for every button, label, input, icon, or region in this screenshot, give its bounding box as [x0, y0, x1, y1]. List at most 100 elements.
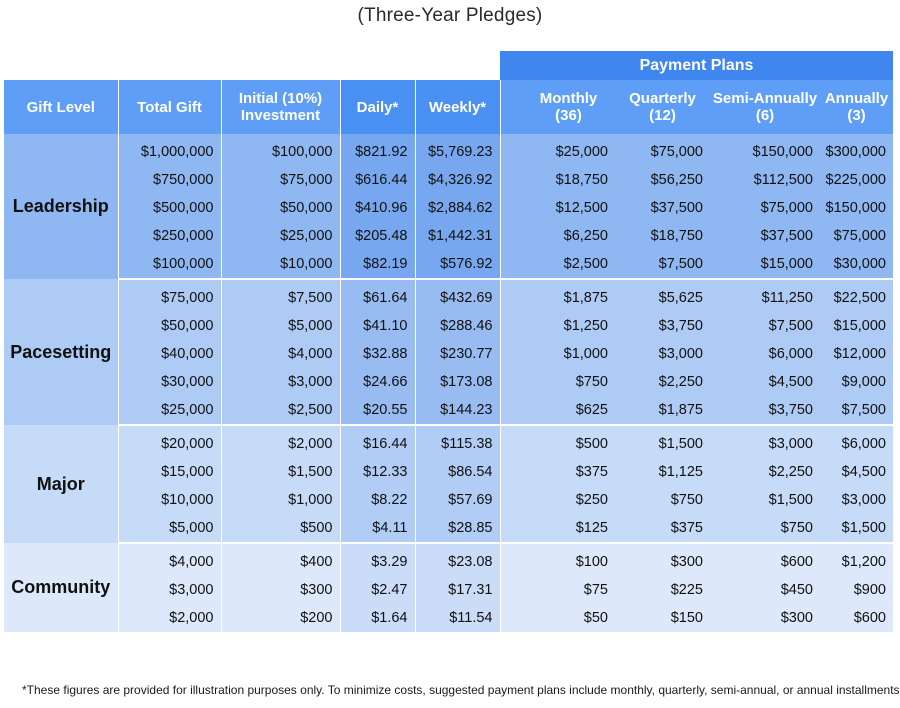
total-gift-cell: $10,000: [118, 486, 222, 514]
daily-cell: $4.11: [340, 514, 416, 544]
semi-annually-cell: $37,500: [710, 222, 820, 250]
monthly-cell: $50: [522, 604, 615, 632]
group-pacesetting: Pacesetting $75,000 $7,500 $61.64 $432.69 $1,…: [4, 279, 893, 426]
annually-cell: $75,000: [820, 222, 893, 250]
daily-cell: $16.44: [340, 425, 416, 458]
initial-investment-cell: $3,000: [221, 368, 341, 396]
total-gift-cell: $75,000: [118, 279, 222, 312]
column-gap: [500, 425, 522, 458]
weekly-cell: $576.92: [415, 250, 501, 280]
monthly-cell: $6,250: [522, 222, 615, 250]
annually-cell: $1,500: [820, 514, 893, 544]
annually-cell: $1,200: [820, 543, 893, 576]
annually-cell: $9,000: [820, 368, 893, 396]
column-gap: [500, 250, 522, 280]
total-gift-cell: $1,000,000: [118, 134, 222, 166]
weekly-cell: $28.85: [415, 514, 501, 544]
initial-investment-cell: $5,000: [221, 312, 341, 340]
quarterly-cell: $1,875: [615, 396, 710, 426]
column-gap: [500, 194, 522, 222]
daily-cell: $3.29: [340, 543, 416, 576]
total-gift-cell: $500,000: [118, 194, 222, 222]
total-gift-cell: $4,000: [118, 543, 222, 576]
semi-annually-cell: $300: [710, 604, 820, 632]
column-gap: [500, 312, 522, 340]
quarterly-cell: $3,750: [615, 312, 710, 340]
table-row: $15,000 $1,500 $12.33 $86.54 $375 $1,125 $2,25…: [4, 458, 893, 486]
header-semi-annually: Semi-Annually (6): [710, 80, 820, 134]
monthly-cell: $1,250: [522, 312, 615, 340]
quarterly-cell: $150: [615, 604, 710, 632]
monthly-cell: $100: [522, 543, 615, 576]
daily-cell: $12.33: [340, 458, 416, 486]
annually-cell: $12,000: [820, 340, 893, 368]
monthly-cell: $12,500: [522, 194, 615, 222]
column-gap: [500, 396, 522, 426]
semi-annually-cell: $450: [710, 576, 820, 604]
annually-cell: $600: [820, 604, 893, 632]
annually-cell: $3,000: [820, 486, 893, 514]
initial-investment-cell: $4,000: [221, 340, 341, 368]
initial-investment-cell: $7,500: [221, 279, 341, 312]
monthly-cell: $2,500: [522, 250, 615, 280]
initial-investment-cell: $400: [221, 543, 341, 576]
quarterly-cell: $56,250: [615, 166, 710, 194]
annually-cell: $150,000: [820, 194, 893, 222]
total-gift-cell: $20,000: [118, 425, 222, 458]
weekly-cell: $17.31: [415, 576, 501, 604]
column-gap: [500, 486, 522, 514]
subtitle: (Three-Year Pledges): [357, 5, 543, 26]
annually-cell: $6,000: [820, 425, 893, 458]
initial-investment-cell: $50,000: [221, 194, 341, 222]
daily-cell: $82.19: [340, 250, 416, 280]
header-quarterly: Quarterly (12): [615, 80, 710, 134]
annually-cell: $30,000: [820, 250, 893, 280]
table-row: $5,000 $500 $4.11 $28.85 $125 $375 $750 $1,500: [4, 514, 893, 544]
column-gap: [500, 340, 522, 368]
weekly-cell: $11.54: [415, 604, 501, 632]
annually-cell: $15,000: [820, 312, 893, 340]
total-gift-cell: $25,000: [118, 396, 222, 426]
weekly-cell: $288.46: [415, 312, 501, 340]
initial-investment-cell: $200: [221, 604, 341, 632]
quarterly-cell: $37,500: [615, 194, 710, 222]
payment-plans-header: Payment Plans: [500, 51, 893, 80]
total-gift-cell: $250,000: [118, 222, 222, 250]
table-row: $10,000 $1,000 $8.22 $57.69 $250 $750 $1,500 $3…: [4, 486, 893, 514]
semi-annually-cell: $4,500: [710, 368, 820, 396]
group-leadership: Leadership $1,000,000 $100,000 $821.92 $5,76…: [4, 134, 893, 280]
daily-cell: $616.44: [340, 166, 416, 194]
group-major: Major $20,000 $2,000 $16.44 $115.38 $500 $1,50…: [4, 425, 893, 544]
annually-cell: $7,500: [820, 396, 893, 426]
semi-annually-cell: $600: [710, 543, 820, 576]
annually-cell: $900: [820, 576, 893, 604]
semi-annually-cell: $750: [710, 514, 820, 544]
column-gap: [500, 514, 522, 544]
monthly-cell: $125: [522, 514, 615, 544]
total-gift-cell: $3,000: [118, 576, 222, 604]
total-gift-cell: $30,000: [118, 368, 222, 396]
initial-investment-cell: $500: [221, 514, 341, 544]
initial-investment-cell: $2,000: [221, 425, 341, 458]
quarterly-cell: $300: [615, 543, 710, 576]
quarterly-cell: $1,125: [615, 458, 710, 486]
header-daily: Daily*: [340, 80, 416, 134]
weekly-cell: $23.08: [415, 543, 501, 576]
monthly-cell: $500: [522, 425, 615, 458]
monthly-cell: $1,875: [522, 279, 615, 312]
column-gap: [500, 543, 522, 576]
weekly-cell: $173.08: [415, 368, 501, 396]
quarterly-cell: $2,250: [615, 368, 710, 396]
gift-level-label: Pacesetting: [4, 279, 119, 425]
table-row: Community $4,000 $400 $3.29 $23.08 $100 $300 $6…: [4, 543, 893, 632]
table-row: Leadership $1,000,000 $100,000 $821.92 $5,76…: [4, 134, 893, 279]
semi-annually-cell: $11,250: [710, 279, 820, 312]
daily-cell: $61.64: [340, 279, 416, 312]
daily-cell: $2.47: [340, 576, 416, 604]
monthly-cell: $375: [522, 458, 615, 486]
column-gap: [500, 134, 522, 166]
initial-investment-cell: $2,500: [221, 396, 341, 426]
header-gap: [500, 80, 522, 134]
quarterly-cell: $375: [615, 514, 710, 544]
monthly-cell: $75: [522, 576, 615, 604]
